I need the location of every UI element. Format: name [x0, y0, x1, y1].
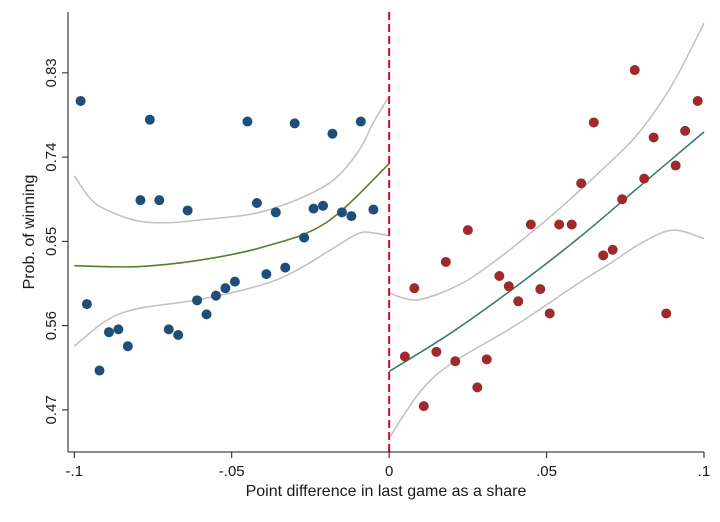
- right-data-point: [554, 219, 565, 230]
- left-data-point: [220, 283, 231, 294]
- right-data-point: [431, 346, 442, 357]
- right-data-point: [472, 382, 483, 393]
- x-tick-label: -.05: [219, 463, 245, 480]
- right-data-point: [607, 244, 618, 255]
- right-data-point: [639, 173, 650, 184]
- ticks-layer: -.1 -.05 0 .05 .1 0.47 0.56 0.65 0.74 0.83: [43, 58, 710, 480]
- left-data-point: [346, 211, 357, 222]
- left-data-point: [163, 324, 174, 335]
- left-data-point: [75, 95, 86, 106]
- right-data-point: [680, 125, 691, 136]
- left-data-point: [242, 116, 253, 127]
- left-data-point: [251, 197, 262, 208]
- x-tick-label: -.1: [66, 463, 84, 480]
- right-data-point: [544, 308, 555, 319]
- right-data-point: [598, 250, 609, 261]
- right-data-point: [409, 283, 420, 294]
- left-data-point: [318, 200, 329, 211]
- left-data-point: [355, 116, 366, 127]
- right-data-point: [513, 296, 524, 307]
- left-data-point: [103, 327, 114, 338]
- left-data-point: [122, 341, 133, 352]
- right-data-point: [670, 160, 681, 171]
- left-data-point: [182, 205, 193, 216]
- right-data-point: [629, 65, 640, 76]
- right-data-point: [588, 117, 599, 128]
- y-axis-label: Prob. of winning: [21, 175, 38, 290]
- left-data-point: [154, 195, 165, 206]
- right-data-point: [418, 401, 429, 412]
- left-data-point: [144, 114, 155, 125]
- y-tick-label: 0.65: [43, 227, 60, 256]
- right-data-point: [661, 308, 672, 319]
- right-data-point: [503, 281, 514, 292]
- points-layer: [75, 65, 703, 412]
- left-data-point: [94, 365, 105, 376]
- y-tick-label: 0.47: [43, 395, 60, 424]
- left-data-point: [280, 262, 291, 273]
- left-data-point: [135, 195, 146, 206]
- fit-lines-layer: [73, 12, 705, 452]
- right-data-point: [648, 132, 659, 143]
- left-data-point: [201, 309, 212, 320]
- x-tick-label: .1: [698, 463, 711, 480]
- x-axis-label: Point difference in last game as a share: [246, 483, 527, 500]
- y-tick-label: 0.83: [43, 58, 60, 87]
- left-data-point: [210, 290, 221, 301]
- left-data-point: [173, 329, 184, 340]
- left-data-point: [113, 324, 124, 335]
- right-data-point: [617, 194, 628, 205]
- right-data-point: [440, 256, 451, 267]
- left-data-point: [368, 204, 379, 215]
- right-data-point: [692, 95, 703, 106]
- left-data-point: [327, 128, 338, 139]
- left-data-point: [229, 276, 240, 287]
- left-data-point: [336, 207, 347, 218]
- left-ci-lower-line: [73, 231, 390, 347]
- right-ci-upper-line: [388, 22, 705, 301]
- right-data-point: [462, 225, 473, 236]
- right-data-point: [450, 356, 461, 367]
- right-data-point: [494, 271, 505, 281]
- right-data-point: [566, 219, 577, 230]
- right-data-point: [399, 351, 410, 362]
- left-data-point: [192, 295, 203, 306]
- right-ci-lower-line: [388, 229, 705, 439]
- y-tick-label: 0.74: [43, 143, 60, 172]
- right-fit-line: [388, 131, 705, 373]
- left-data-point: [81, 299, 92, 310]
- left-data-point: [308, 203, 319, 214]
- left-data-point: [261, 269, 272, 280]
- left-ci-upper-line: [73, 95, 390, 224]
- left-data-point: [270, 207, 281, 218]
- x-tick-label: 0: [385, 463, 393, 480]
- right-data-point: [576, 178, 587, 189]
- right-data-point: [535, 284, 546, 295]
- left-data-point: [299, 232, 310, 243]
- x-tick-label: .05: [536, 463, 557, 480]
- left-data-point: [289, 118, 300, 129]
- axes-layer: [67, 12, 704, 453]
- right-data-point: [525, 219, 536, 230]
- y-tick-label: 0.56: [43, 311, 60, 340]
- right-data-point: [481, 354, 492, 365]
